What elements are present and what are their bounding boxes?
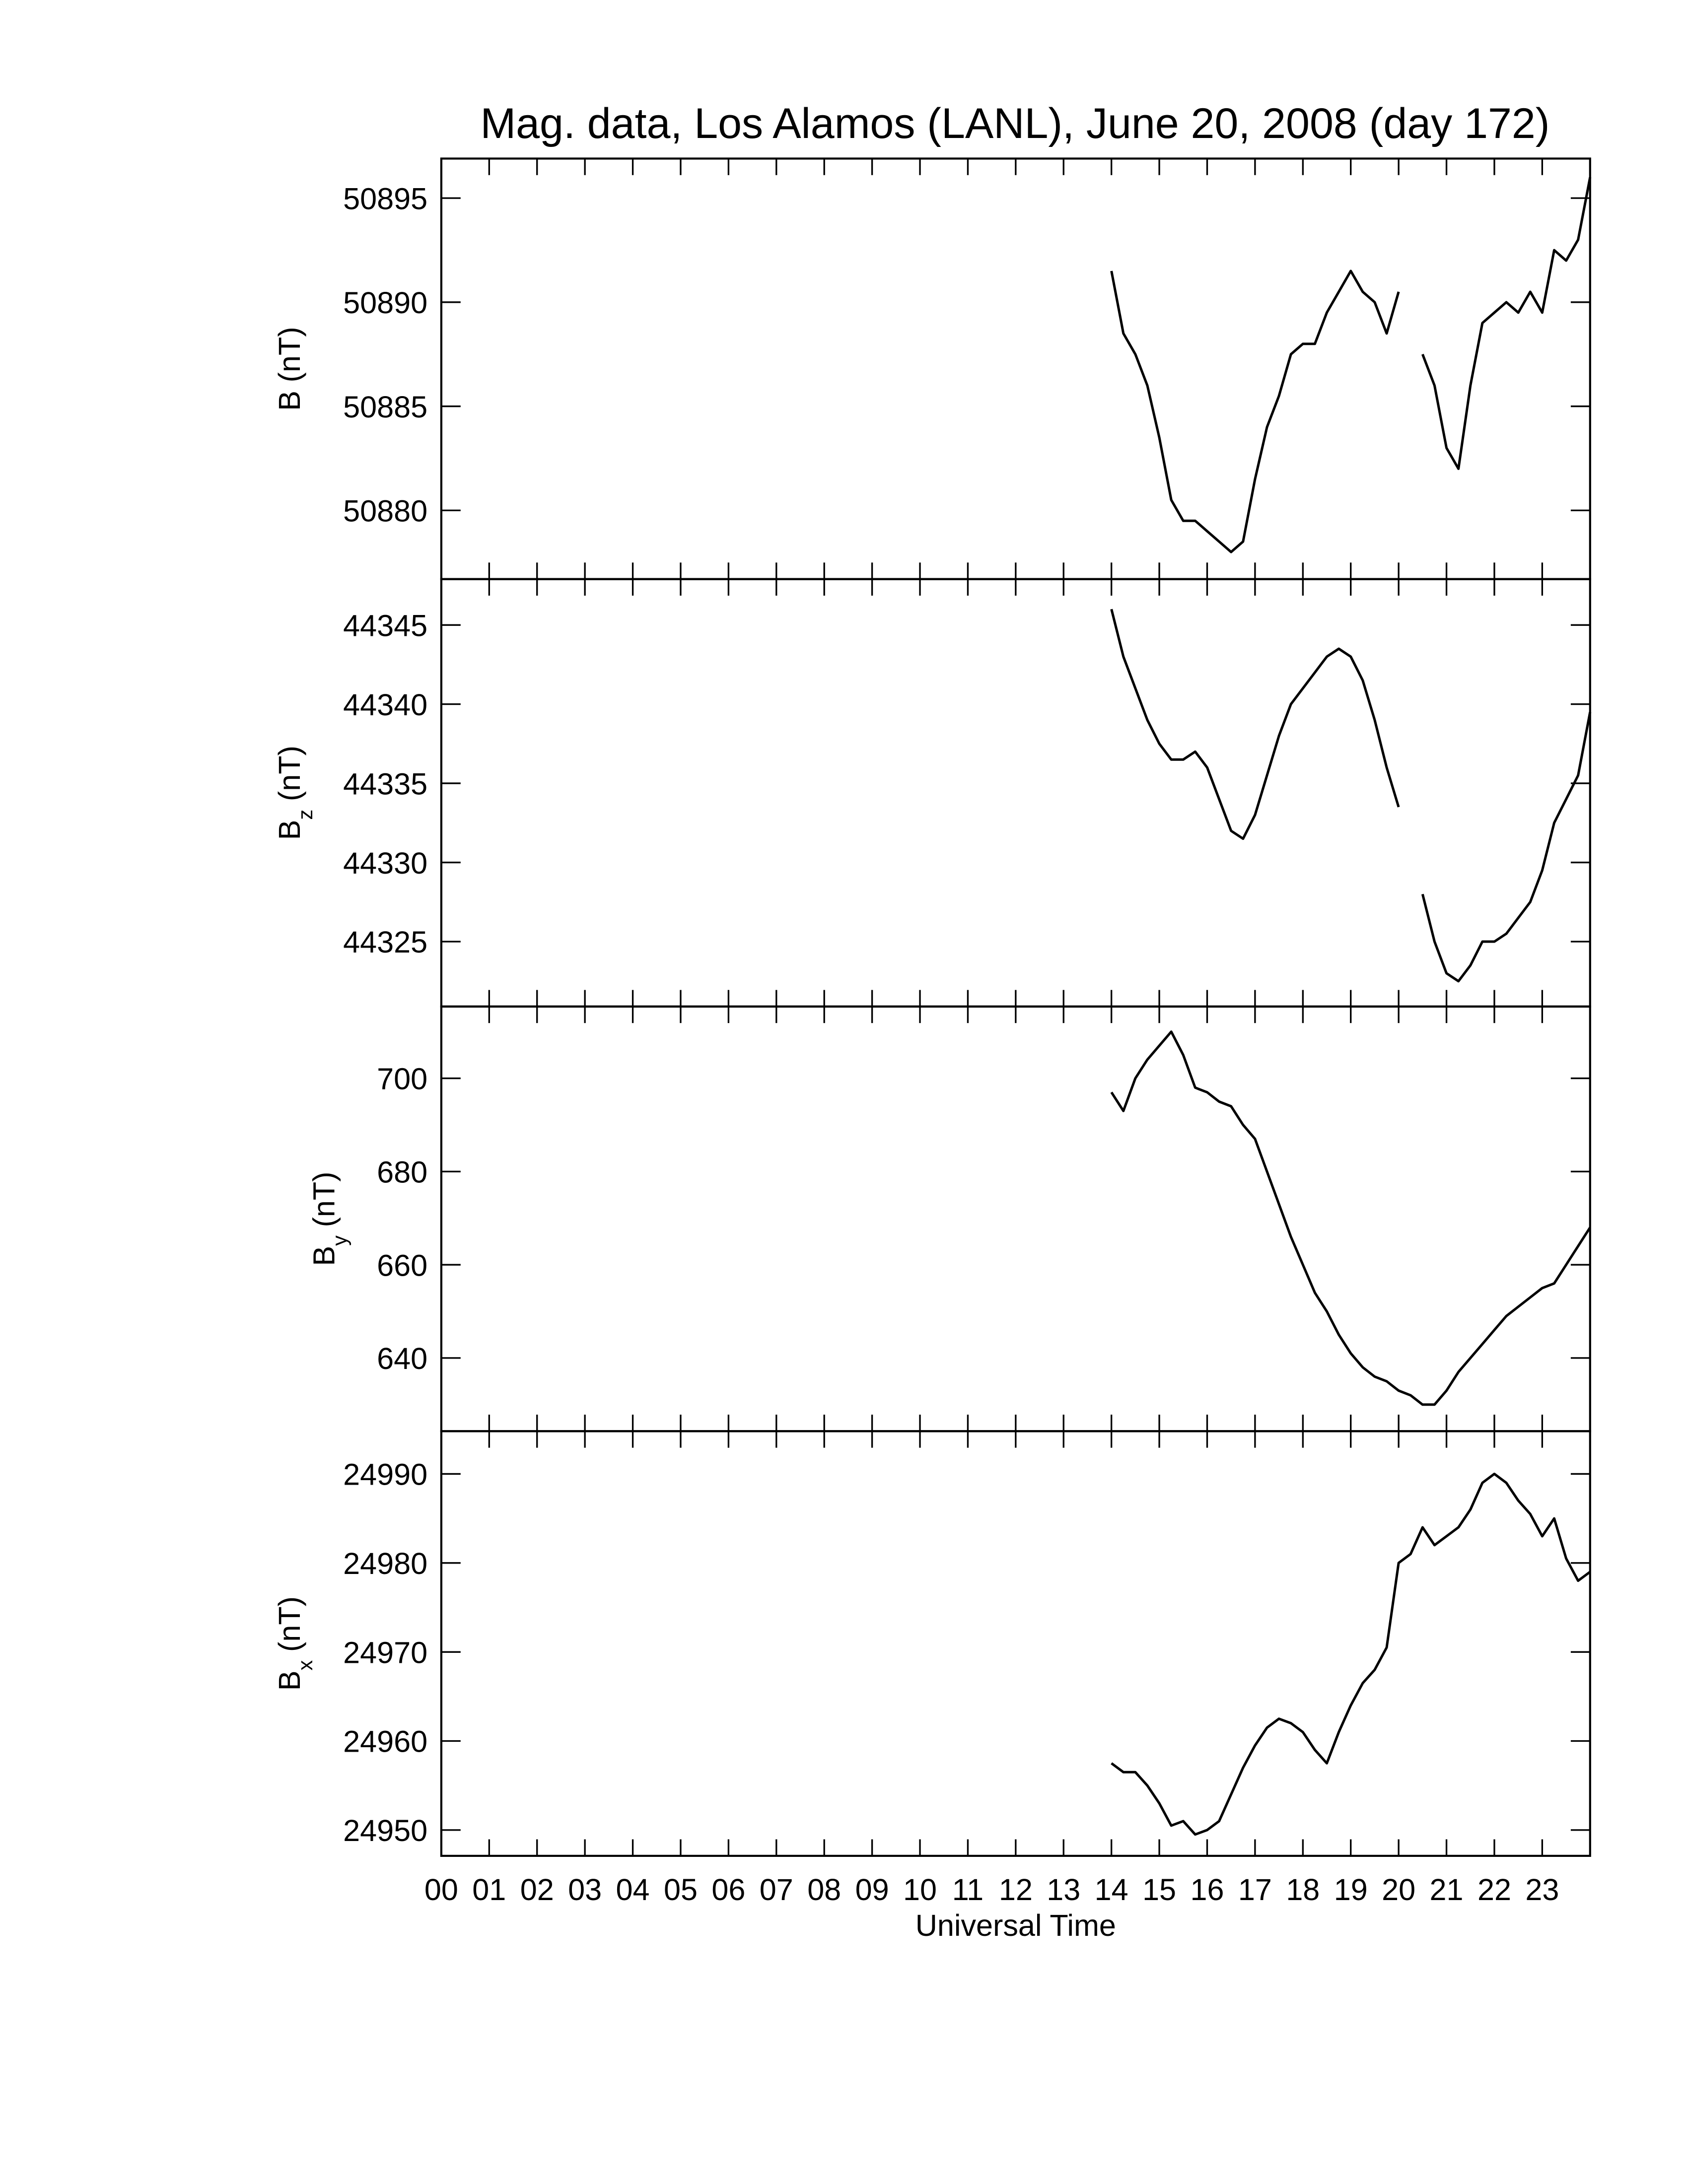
y-tick-label: 50885 [343, 390, 427, 424]
y-tick-label: 640 [377, 1342, 427, 1375]
y-tick-label: 44335 [343, 767, 427, 801]
y-tick-label: 50890 [343, 286, 427, 320]
plot-frame [440, 1430, 1591, 1857]
y-tick-label: 24950 [343, 1814, 427, 1847]
x-tick-label: 16 [1190, 1873, 1224, 1907]
y-tick-label: 24980 [343, 1547, 427, 1580]
y-tick-label: 24960 [343, 1725, 427, 1759]
x-tick-label: 17 [1238, 1873, 1272, 1907]
x-tick-label: 14 [1095, 1873, 1128, 1907]
chart-title: Mag. data, Los Alamos (LANL), June 20, 2… [480, 100, 1549, 147]
y-axis-label-main: B [307, 1246, 341, 1266]
data-line [1110, 1030, 1591, 1406]
y-axis-label-unit: (nT) [273, 746, 306, 801]
x-tick-label: 18 [1286, 1873, 1320, 1907]
y-axis-label: By (nT) [307, 1171, 352, 1266]
y-axis-label: Bx (nT) [273, 1596, 317, 1691]
y-axis-label-main: B [273, 391, 306, 411]
y-tick-label: 700 [377, 1062, 427, 1096]
y-tick-label: 24990 [343, 1458, 427, 1492]
y-tick-label: 44345 [343, 609, 427, 642]
x-tick-label: 21 [1430, 1873, 1464, 1907]
x-tick-label: 19 [1334, 1873, 1368, 1907]
plot-frame [440, 1005, 1591, 1433]
x-axis-label: Universal Time [915, 1909, 1116, 1942]
y-axis-label-sub: y [328, 1235, 352, 1246]
y-tick-label: 660 [377, 1248, 427, 1282]
x-tick-label: 13 [1047, 1873, 1080, 1907]
data-line [1110, 609, 1592, 983]
y-axis-label: B (nT) [273, 327, 306, 410]
x-tick-label: 20 [1382, 1873, 1415, 1907]
y-axis-label-unit: (nT) [307, 1171, 341, 1227]
x-tick-label: 00 [424, 1873, 458, 1907]
y-tick-label: 680 [377, 1155, 427, 1189]
x-tick-label: 02 [520, 1873, 554, 1907]
x-tick-label: 04 [616, 1873, 650, 1907]
y-axis-label-sub: z [293, 810, 317, 820]
y-tick-label: 44330 [343, 846, 427, 880]
x-tick-label: 07 [760, 1873, 793, 1907]
x-tick-label: 22 [1477, 1873, 1511, 1907]
y-axis-label-main: B [273, 820, 306, 840]
y-axis-label-main: B [273, 1670, 306, 1691]
data-line [1110, 177, 1592, 553]
x-tick-label: 05 [664, 1873, 698, 1907]
y-axis-label-unit: (nT) [273, 1596, 306, 1652]
y-axis-label-unit: (nT) [273, 327, 306, 382]
y-tick-label: 50895 [343, 182, 427, 215]
x-tick-label: 12 [999, 1873, 1033, 1907]
plot-frame [440, 578, 1591, 1008]
x-tick-label: 09 [855, 1873, 889, 1907]
y-tick-label: 24970 [343, 1636, 427, 1669]
x-tick-label: 11 [952, 1873, 984, 1907]
x-tick-label: 06 [711, 1873, 745, 1907]
x-tick-label: 23 [1525, 1873, 1559, 1907]
y-axis-label-sub: x [293, 1660, 317, 1670]
data-line [1111, 1472, 1591, 1836]
plot-frame [440, 157, 1591, 580]
y-tick-label: 44340 [343, 688, 427, 722]
y-axis-label: Bz (nT) [273, 746, 317, 840]
x-tick-label: 08 [807, 1873, 841, 1907]
x-tick-label: 15 [1142, 1873, 1176, 1907]
x-tick-label: 01 [472, 1873, 506, 1907]
x-tick-label: 10 [903, 1873, 937, 1907]
y-tick-label: 44325 [343, 925, 427, 959]
x-tick-label: 03 [568, 1873, 602, 1907]
y-tick-label: 50880 [343, 494, 427, 528]
